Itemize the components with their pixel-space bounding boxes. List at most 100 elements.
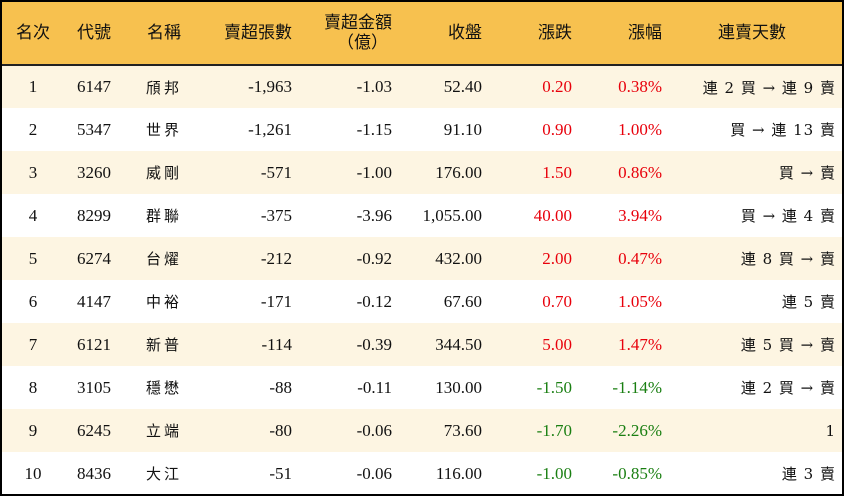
table-row: 4 8299 群聯 -375 -3.96 1,055.00 40.00 3.94… bbox=[2, 194, 842, 237]
cell-streak: 買 → 連 4 賣 bbox=[740, 207, 836, 225]
cell-close: 344.50 bbox=[435, 334, 482, 354]
header-net-sell-amount-line1: 賣超金額 bbox=[324, 13, 392, 33]
cell-net-sell-amount: -1.15 bbox=[356, 119, 392, 139]
cell-rank: 5 bbox=[28, 248, 38, 268]
cell-change-pct: 3.94% bbox=[618, 205, 662, 225]
table-row: 5 6274 台燿 -212 -0.92 432.00 2.00 0.47% 連… bbox=[2, 237, 842, 280]
cell-change: -1.00 bbox=[536, 463, 572, 483]
header-change-pct: 漲幅 bbox=[628, 23, 662, 43]
cell-streak: 連 2 買 → 連 9 賣 bbox=[702, 78, 836, 97]
cell-code: 8436 bbox=[77, 463, 111, 483]
cell-name: 威剛 bbox=[145, 164, 182, 182]
cell-change-pct: 1.47% bbox=[618, 334, 662, 354]
table-body: 1 6147 頎邦 -1,963 -1.03 52.40 0.20 0.38% … bbox=[2, 65, 842, 495]
cell-code: 6121 bbox=[77, 334, 111, 354]
cell-net-sell-lots: -212 bbox=[260, 248, 292, 268]
cell-net-sell-lots: -1,261 bbox=[248, 119, 292, 139]
cell-net-sell-lots: -571 bbox=[260, 162, 292, 182]
cell-streak: 買 → 賣 bbox=[778, 164, 836, 182]
cell-rank: 7 bbox=[28, 334, 38, 354]
table-row: 2 5347 世界 -1,261 -1.15 91.10 0.90 1.00% … bbox=[2, 108, 842, 151]
cell-change: -1.70 bbox=[536, 420, 572, 440]
cell-change: 0.70 bbox=[542, 291, 572, 311]
cell-rank: 9 bbox=[28, 420, 38, 440]
cell-net-sell-amount: -1.00 bbox=[356, 162, 392, 182]
cell-rank: 8 bbox=[28, 377, 38, 397]
cell-net-sell-lots: -375 bbox=[260, 205, 292, 225]
cell-change: 5.00 bbox=[542, 334, 572, 354]
table-row: 10 8436 大江 -51 -0.06 116.00 -1.00 -0.85%… bbox=[2, 452, 842, 495]
header-name: 名稱 bbox=[147, 23, 181, 43]
cell-code: 6147 bbox=[77, 77, 111, 96]
table-header-row: 名次 代號 名稱 賣超張數 賣超金額 （億） 收盤 漲跌 漲幅 連賣天數 bbox=[2, 2, 842, 65]
cell-change: 0.90 bbox=[542, 119, 572, 139]
cell-rank: 1 bbox=[28, 77, 38, 96]
cell-close: 1,055.00 bbox=[422, 205, 483, 225]
table-row: 8 3105 穩懋 -88 -0.11 130.00 -1.50 -1.14% … bbox=[2, 366, 842, 409]
table-row: 1 6147 頎邦 -1,963 -1.03 52.40 0.20 0.38% … bbox=[2, 65, 842, 108]
cell-streak: 連 5 買 → 賣 bbox=[740, 336, 836, 354]
table-row: 7 6121 新普 -114 -0.39 344.50 5.00 1.47% 連… bbox=[2, 323, 842, 366]
header-rank: 名次 bbox=[16, 23, 50, 43]
header-net-sell-amount: 賣超金額 （億） bbox=[292, 2, 392, 65]
cell-net-sell-amount: -0.06 bbox=[356, 420, 392, 440]
cell-change: 40.00 bbox=[533, 205, 572, 225]
cell-streak: 連 8 買 → 賣 bbox=[740, 250, 836, 268]
cell-rank: 10 bbox=[24, 463, 42, 483]
cell-net-sell-lots: -171 bbox=[260, 291, 292, 311]
table-row: 9 6245 立端 -80 -0.06 73.60 -1.70 -2.26% 1 bbox=[2, 409, 842, 452]
cell-close: 73.60 bbox=[443, 420, 482, 440]
header-code: 代號 bbox=[77, 23, 111, 43]
cell-streak: 買 → 連 13 賣 bbox=[730, 121, 836, 139]
cell-rank: 4 bbox=[28, 205, 38, 225]
cell-net-sell-amount: -3.96 bbox=[356, 205, 392, 225]
cell-code: 6245 bbox=[77, 420, 111, 440]
cell-name: 大江 bbox=[145, 465, 182, 483]
cell-close: 176.00 bbox=[435, 162, 482, 182]
cell-change: 0.20 bbox=[542, 77, 572, 96]
cell-name: 群聯 bbox=[145, 207, 182, 225]
cell-streak: 連 2 買 → 賣 bbox=[740, 379, 836, 397]
cell-close: 116.00 bbox=[435, 463, 482, 483]
cell-name: 世界 bbox=[145, 121, 182, 139]
cell-name: 新普 bbox=[145, 336, 182, 354]
cell-change-pct: 1.05% bbox=[618, 291, 662, 311]
cell-change-pct: -0.85% bbox=[612, 463, 662, 483]
cell-change: -1.50 bbox=[536, 377, 572, 397]
cell-rank: 2 bbox=[28, 119, 38, 139]
cell-streak: 連 3 賣 bbox=[781, 465, 836, 483]
cell-name: 頎邦 bbox=[145, 78, 182, 97]
cell-name: 中裕 bbox=[145, 293, 182, 311]
header-close: 收盤 bbox=[448, 23, 482, 43]
cell-net-sell-amount: -0.39 bbox=[356, 334, 392, 354]
cell-rank: 3 bbox=[28, 162, 38, 182]
cell-code: 3105 bbox=[77, 377, 111, 397]
header-change: 漲跌 bbox=[538, 23, 572, 43]
cell-code: 4147 bbox=[77, 291, 111, 311]
cell-net-sell-amount: -0.06 bbox=[356, 463, 392, 483]
cell-name: 穩懋 bbox=[145, 379, 182, 397]
table-row: 3 3260 威剛 -571 -1.00 176.00 1.50 0.86% 買… bbox=[2, 151, 842, 194]
cell-change-pct: 0.47% bbox=[618, 248, 662, 268]
cell-change: 1.50 bbox=[542, 162, 572, 182]
cell-close: 52.40 bbox=[443, 77, 482, 96]
cell-net-sell-amount: -0.92 bbox=[356, 248, 392, 268]
cell-change-pct: 0.86% bbox=[618, 162, 662, 182]
cell-change: 2.00 bbox=[542, 248, 572, 268]
cell-net-sell-lots: -114 bbox=[261, 334, 292, 354]
cell-net-sell-amount: -0.11 bbox=[357, 377, 392, 397]
cell-change-pct: -1.14% bbox=[612, 377, 662, 397]
header-streak: 連賣天數 bbox=[718, 23, 786, 43]
cell-change-pct: 0.38% bbox=[618, 77, 662, 96]
header-net-sell-lots: 賣超張數 bbox=[224, 23, 292, 43]
cell-close: 432.00 bbox=[435, 248, 482, 268]
cell-close: 91.10 bbox=[443, 119, 482, 139]
cell-code: 3260 bbox=[77, 162, 111, 182]
cell-net-sell-lots: -51 bbox=[269, 463, 292, 483]
cell-net-sell-lots: -1,963 bbox=[248, 77, 292, 96]
cell-rank: 6 bbox=[28, 291, 38, 311]
cell-change-pct: 1.00% bbox=[618, 119, 662, 139]
cell-net-sell-amount: -1.03 bbox=[356, 77, 392, 96]
cell-streak: 連 5 賣 bbox=[781, 293, 836, 311]
